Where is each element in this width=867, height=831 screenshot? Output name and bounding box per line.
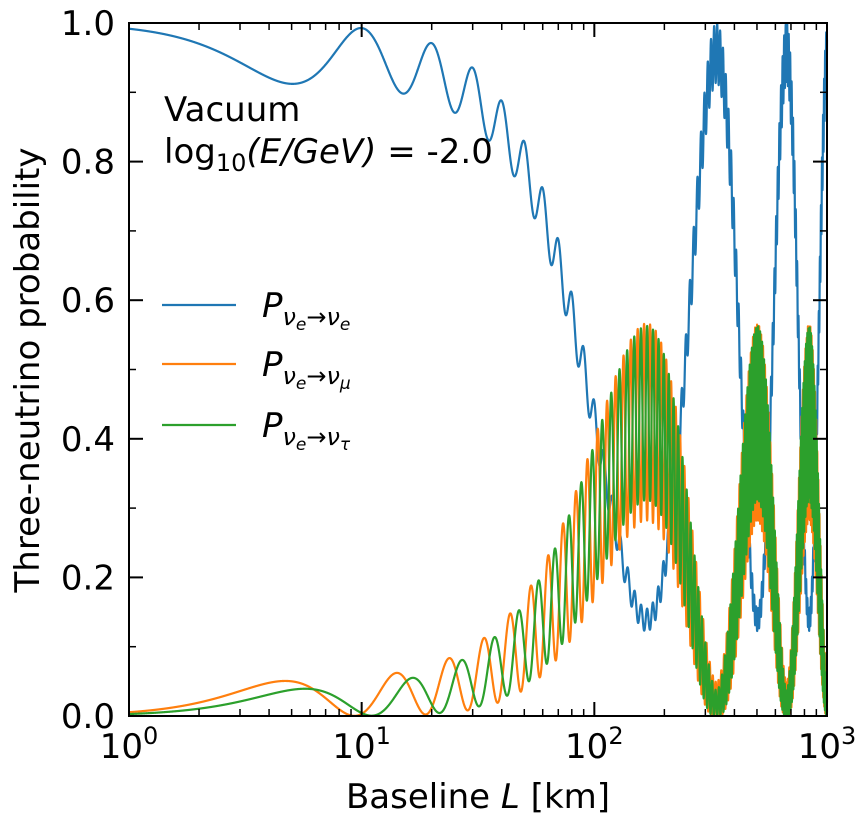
annotation: Vacuum log10(E/GeV) = -2.0 (164, 90, 493, 177)
y-tick-label: 0.2 (61, 558, 115, 598)
plot-lines (128, 22, 829, 718)
series-line-1 (128, 22, 829, 633)
x-tick-label: 103 (798, 722, 857, 767)
legend-label-1: Pνe→νe (262, 286, 350, 335)
annotation-line-2: log10(E/GeV) = -2.0 (164, 132, 493, 177)
annotation-line-1: Vacuum (164, 90, 300, 130)
tick-labels: 100 101 102 103 0.0 0.2 0.4 0.6 0.8 1.0 (61, 4, 856, 767)
x-tick-label: 101 (332, 722, 391, 767)
y-tick-label: 0.0 (61, 697, 115, 737)
series-line-3 (128, 324, 829, 718)
legend: Pνe→νe Pνe→νμ Pνe→ντ (162, 286, 351, 455)
y-tick-label: 0.8 (61, 143, 115, 183)
legend-label-3: Pνe→ντ (262, 406, 351, 455)
x-tick-label: 102 (565, 722, 624, 767)
axis-ticks (128, 22, 828, 717)
legend-label-2: Pνe→νμ (262, 345, 351, 394)
x-axis-label: Baseline L [km] (346, 777, 610, 817)
x-tick-label: 100 (100, 722, 159, 767)
y-tick-label: 0.6 (61, 281, 115, 321)
y-axis-label: Three-neutrino probability (8, 148, 48, 594)
y-tick-label: 1.0 (61, 4, 115, 44)
y-tick-label: 0.4 (61, 420, 115, 460)
